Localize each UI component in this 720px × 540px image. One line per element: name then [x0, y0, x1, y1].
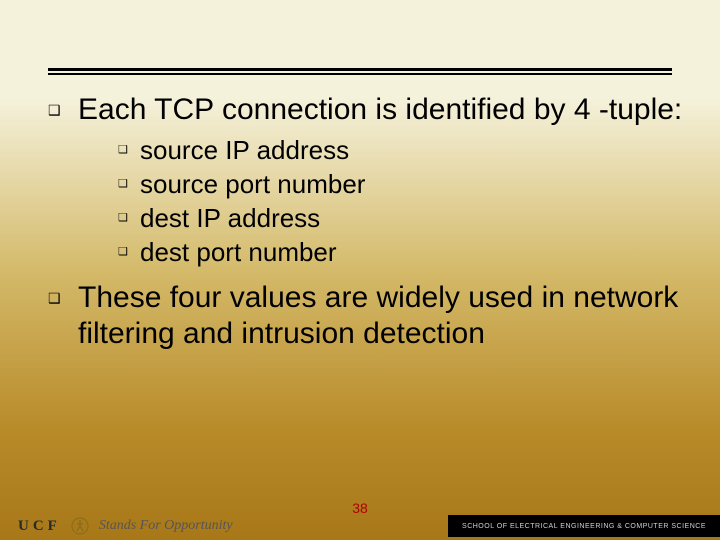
square-bullet-icon: ❑ [118, 168, 140, 200]
divider-line-top [48, 68, 672, 71]
ucf-tagline: Stands For Opportunity [99, 518, 233, 534]
slide: ❑ Each TCP connection is identified by 4… [0, 0, 720, 540]
square-bullet-icon: ❑ [48, 280, 78, 316]
sub-item-text: dest IP address [140, 202, 320, 234]
slide-footer: UCF Stands For Opportunity SCHOOL OF ELE… [0, 512, 720, 540]
sub-item-text: source IP address [140, 134, 349, 166]
main-item-text: These four values are widely used in net… [78, 280, 690, 352]
sub-bullet-item: ❑ source port number [118, 168, 690, 200]
square-bullet-icon: ❑ [118, 202, 140, 234]
divider-line-bottom [48, 73, 672, 75]
ucf-seal-icon [71, 517, 89, 535]
footer-left: UCF Stands For Opportunity [0, 517, 233, 535]
square-bullet-icon: ❑ [118, 134, 140, 166]
main-bullet-item: ❑ Each TCP connection is identified by 4… [48, 92, 690, 128]
square-bullet-icon: ❑ [118, 236, 140, 268]
main-bullet-item: ❑ These four values are widely used in n… [48, 280, 690, 352]
square-bullet-icon: ❑ [48, 92, 78, 128]
ucf-logo-text: UCF [18, 518, 61, 535]
footer-school-label: SCHOOL OF ELECTRICAL ENGINEERING & COMPU… [448, 515, 720, 537]
sub-bullet-list: ❑ source IP address ❑ source port number… [118, 134, 690, 268]
sub-item-text: dest port number [140, 236, 337, 268]
sub-bullet-item: ❑ dest IP address [118, 202, 690, 234]
slide-content: ❑ Each TCP connection is identified by 4… [48, 92, 690, 358]
sub-bullet-item: ❑ dest port number [118, 236, 690, 268]
title-divider [48, 68, 672, 74]
sub-bullet-item: ❑ source IP address [118, 134, 690, 166]
sub-item-text: source port number [140, 168, 365, 200]
main-item-text: Each TCP connection is identified by 4 -… [78, 92, 682, 128]
